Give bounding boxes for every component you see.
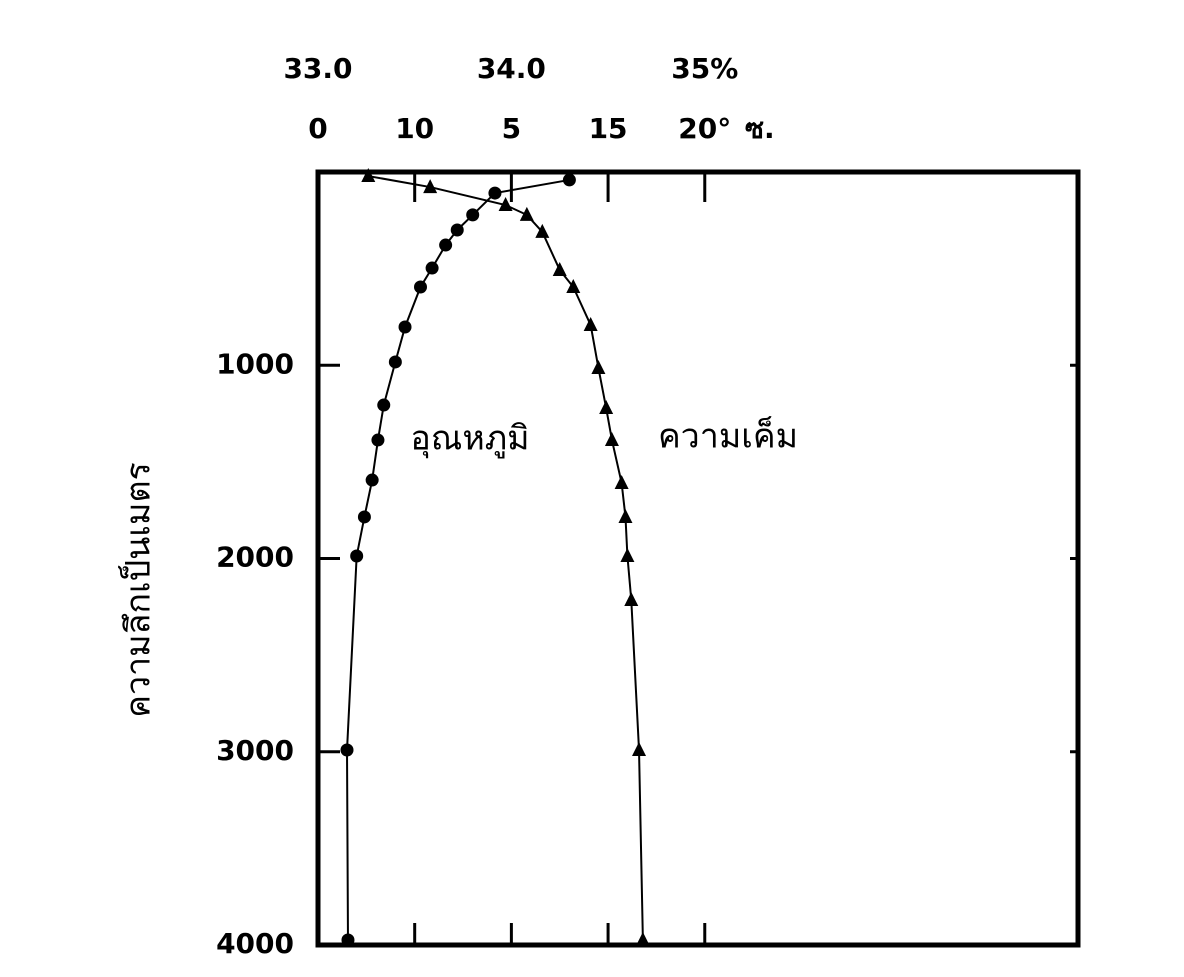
annotation: อุณหภูมิ xyxy=(410,419,529,459)
y-tick-label: 3000 xyxy=(216,734,294,767)
triangle-marker xyxy=(361,168,376,183)
y-tick-label: 4000 xyxy=(216,927,294,960)
profile-line xyxy=(346,178,570,940)
circle-marker xyxy=(388,355,402,369)
triangle-marker xyxy=(604,432,619,447)
x-tick-label: 5 xyxy=(502,112,521,145)
circle-marker xyxy=(365,473,379,487)
triangle-marker xyxy=(552,261,567,276)
plot-frame xyxy=(315,169,1081,948)
circle-marker xyxy=(413,280,427,294)
triangle-marker xyxy=(624,592,639,607)
circle-marker xyxy=(398,320,412,334)
triangle-marker xyxy=(591,359,606,374)
circle-marker xyxy=(466,208,480,222)
triangle-marker xyxy=(635,931,650,946)
circle-marker xyxy=(371,433,385,447)
circle-marker xyxy=(488,186,502,200)
triangle-marker xyxy=(632,742,647,757)
circle-marker xyxy=(377,398,391,412)
triangle-marker xyxy=(599,399,614,414)
triangle-marker xyxy=(583,317,598,332)
triangle-marker xyxy=(566,278,581,293)
y-axis-label: ความลึกเป็นเมตร xyxy=(118,462,159,718)
x2-tick-label: 34.0 xyxy=(477,52,546,85)
x-tick-label: 15 xyxy=(589,112,628,145)
circle-marker xyxy=(341,933,355,947)
x-tick-label: 10 xyxy=(395,112,434,145)
x-tick-label: 20° xyxy=(678,112,731,145)
triangle-marker xyxy=(618,508,633,523)
triangle-marker xyxy=(614,474,629,489)
triangle-marker xyxy=(498,197,513,212)
circle-marker xyxy=(439,238,453,252)
triangle-marker xyxy=(423,179,438,194)
circle-marker xyxy=(340,743,354,757)
annotation: ความเค็ม xyxy=(658,416,798,457)
x-tick-label: 0 xyxy=(308,112,327,145)
x2-tick-label: 35% xyxy=(671,52,738,85)
circle-marker xyxy=(350,549,364,563)
y-tick-label: 2000 xyxy=(216,541,294,574)
x-axis-label: ซ. xyxy=(745,112,775,145)
y-tick-label: 1000 xyxy=(216,347,294,380)
circle-marker xyxy=(357,510,371,524)
profile-line xyxy=(368,175,644,940)
triangle-marker xyxy=(620,547,635,562)
triangle-marker xyxy=(519,206,534,221)
circle-marker xyxy=(450,223,464,237)
circle-marker xyxy=(562,173,576,187)
circle-marker xyxy=(425,261,439,275)
triangle-marker xyxy=(535,223,550,238)
x2-tick-label: 33.0 xyxy=(283,52,352,85)
